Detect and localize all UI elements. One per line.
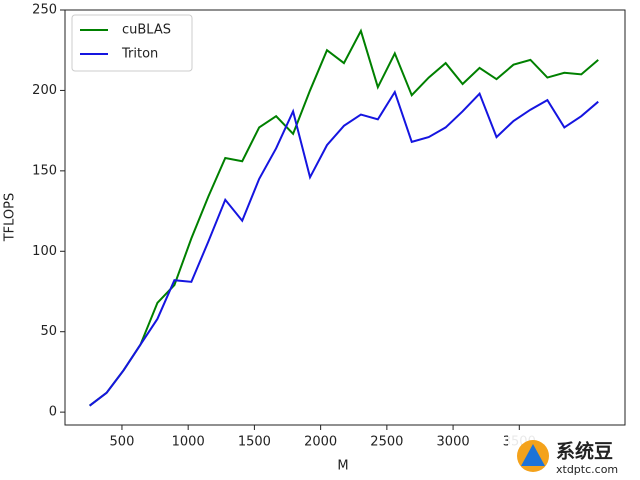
series-line bbox=[89, 28, 599, 407]
y-tick-label: 200 bbox=[32, 83, 57, 98]
y-tick-label: 150 bbox=[32, 163, 57, 178]
x-tick-label: 500 bbox=[110, 435, 135, 450]
x-tick-label: 3000 bbox=[437, 435, 470, 450]
watermark-logo-mark bbox=[521, 444, 545, 466]
legend-label: cuBLAS bbox=[122, 23, 171, 38]
legend: cuBLAS Triton bbox=[71, 14, 193, 72]
series-line bbox=[89, 89, 599, 407]
y-tick-label: 250 bbox=[32, 3, 57, 18]
x-axis-label: M bbox=[337, 459, 348, 474]
watermark-site: xtdptc.com bbox=[556, 463, 618, 476]
legend-label: Triton bbox=[121, 47, 158, 62]
y-tick-label: 0 bbox=[49, 405, 57, 420]
y-tick-label: 100 bbox=[32, 244, 57, 259]
x-tick-label: 2000 bbox=[304, 435, 337, 450]
x-tick-label: 1500 bbox=[238, 435, 271, 450]
y-axis-label: TFLOPS bbox=[3, 193, 18, 243]
x-tick-label: 2500 bbox=[370, 435, 403, 450]
y-tick-label: 50 bbox=[40, 324, 57, 339]
plot-frame bbox=[64, 9, 626, 426]
x-tick-label: 1000 bbox=[172, 435, 205, 450]
watermark-brand: 系统豆 bbox=[556, 440, 613, 463]
